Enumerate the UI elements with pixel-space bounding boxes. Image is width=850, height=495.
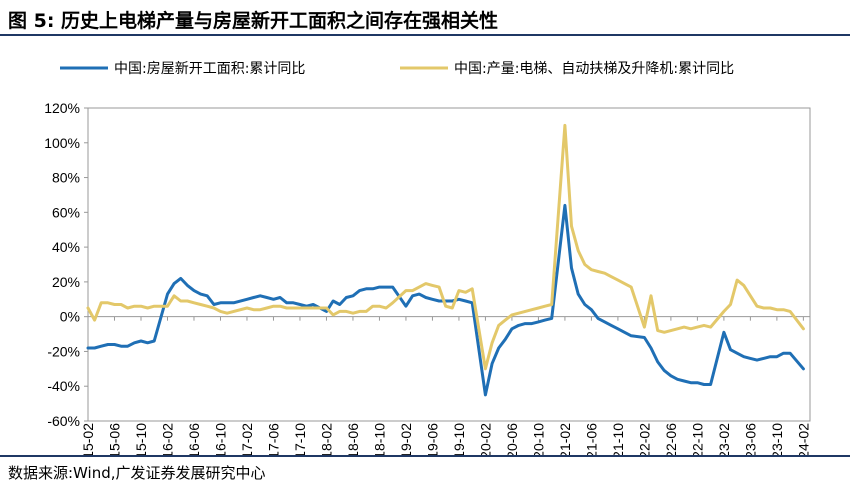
series-line-1 [86,203,805,397]
plot-area-frame [87,107,811,422]
y-tick-label: 120% [44,100,80,116]
x-tick-label: 2021-10 [610,423,626,455]
x-tick-label: 2023-06 [742,423,758,455]
x-tick-label: 2017-10 [292,423,308,455]
x-tick-label: 2016-02 [159,423,175,455]
x-tick-label: 2021-02 [557,423,573,455]
x-tick-label: 2015-02 [80,423,96,455]
y-tick-label: 0% [60,309,80,325]
x-tick-label: 2017-06 [265,423,281,455]
x-tick-label: 2018-10 [371,423,387,455]
y-tick-label: -20% [47,343,80,359]
y-tick-label: -60% [47,413,80,429]
x-tick-label: 2015-10 [133,423,149,455]
x-tick-label: 2018-06 [345,423,361,455]
chart-title: 图 5: 历史上电梯产量与房屋新开工面积之间存在强相关性 [8,10,499,32]
title-rule [0,34,850,36]
x-tick-label: 2022-10 [689,423,705,455]
y-tick-label: 60% [52,204,80,220]
title-bar: 图 5: 历史上电梯产量与房屋新开工面积之间存在强相关性 [0,0,850,34]
x-tick-label: 2020-02 [477,423,493,455]
x-tick-label: 2020-10 [530,423,546,455]
y-tick-label: -40% [47,378,80,394]
legend-label-2: 中国:产量:电梯、自动扶梯及升降机:累计同比 [454,61,734,77]
x-tick-label: 2024-02 [795,423,811,455]
x-tick-label: 2019-02 [398,423,414,455]
source-note: 数据来源:Wind,广发证券发展研究中心 [8,464,266,482]
x-tick-label: 2017-02 [239,423,255,455]
y-tick-label: 100% [44,135,80,151]
x-tick-label: 2022-06 [663,423,679,455]
x-tick-label: 2018-02 [318,423,334,455]
x-tick-label: 2016-06 [186,423,202,455]
series-line-2 [86,123,805,371]
x-tick-label: 2022-02 [636,423,652,455]
x-tick-label: 2023-10 [769,423,785,455]
x-tick-label: 2020-06 [504,423,520,455]
bottom-rule [0,455,850,457]
x-tick-label: 2021-06 [583,423,599,455]
x-tick-label: 2016-10 [212,423,228,455]
legend-label-1: 中国:房屋新开工面积:累计同比 [114,61,305,77]
y-tick-label: 20% [52,274,80,290]
x-tick-label: 2023-02 [716,423,732,455]
x-tick-label: 2019-06 [424,423,440,455]
x-tick-label: 2019-10 [451,423,467,455]
y-tick-label: 40% [52,239,80,255]
y-tick-label: 80% [52,170,80,186]
line-chart: -60% -40% -20% 0% 20% 40% 60% 80% 100% 120% 2015-0… [44,61,811,455]
x-tick-label: 2015-06 [106,423,122,455]
